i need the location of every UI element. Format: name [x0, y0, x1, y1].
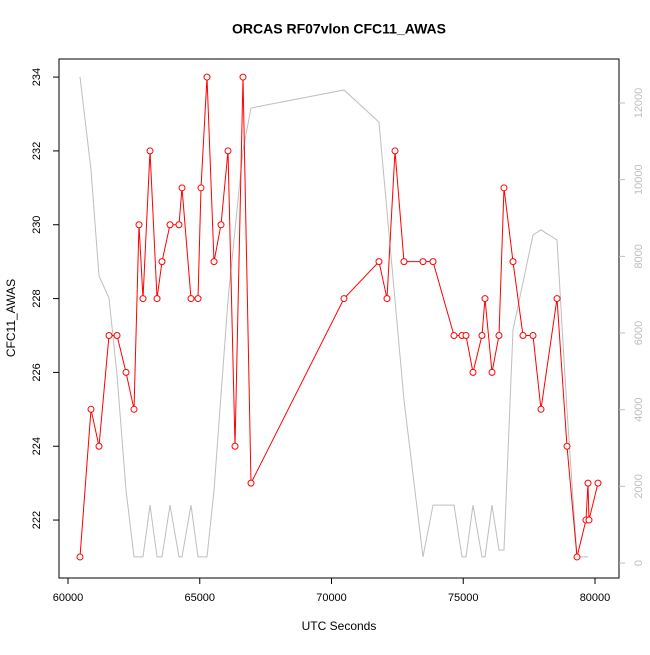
y2-tick-label: 8000 [633, 244, 645, 268]
point [210, 258, 218, 266]
y-tick-label: 226 [31, 363, 43, 381]
y-tick-label: 234 [31, 68, 43, 86]
point [400, 258, 408, 266]
point [563, 442, 571, 450]
point [95, 442, 103, 450]
point [469, 368, 477, 376]
point [519, 331, 527, 339]
x-tick-label: 60000 [53, 592, 84, 604]
point [187, 295, 195, 303]
point [113, 331, 121, 339]
point [231, 442, 239, 450]
point [340, 295, 348, 303]
y2-tick-label: 2000 [633, 474, 645, 498]
point [76, 553, 84, 561]
point [178, 184, 186, 192]
y-tick-label: 228 [31, 289, 43, 307]
point [158, 258, 166, 266]
point [139, 295, 147, 303]
point [239, 73, 247, 81]
point [573, 553, 581, 561]
point [194, 295, 202, 303]
y-tick-label: 232 [31, 142, 43, 160]
y2-tick-label: 12000 [633, 88, 645, 119]
point [375, 258, 383, 266]
point [594, 479, 602, 487]
point [197, 184, 205, 192]
point [130, 405, 138, 413]
series-line [79, 76, 588, 558]
point [429, 258, 437, 266]
y-tick-label: 224 [31, 437, 43, 455]
chart-title: ORCAS RF07vlon CFC11_AWAS [232, 21, 446, 37]
point [481, 295, 489, 303]
point [203, 73, 211, 81]
series-line [79, 77, 599, 558]
point [153, 295, 161, 303]
point [537, 405, 545, 413]
point [478, 331, 486, 339]
y-axis-label: CFC11_AWAS [4, 279, 18, 357]
point [135, 221, 143, 229]
point [247, 479, 255, 487]
point [419, 258, 427, 266]
point [488, 368, 496, 376]
point [122, 368, 130, 376]
y2-tick-label: 10000 [633, 164, 645, 195]
y2-tick-label: 0 [633, 560, 645, 566]
point [175, 221, 183, 229]
plot-frame [58, 58, 620, 579]
point [509, 258, 517, 266]
x-tick-label: 70000 [316, 592, 347, 604]
point [166, 221, 174, 229]
point [217, 221, 225, 229]
point [500, 184, 508, 192]
y-tick-label: 230 [31, 216, 43, 234]
point [383, 295, 391, 303]
point [495, 331, 503, 339]
point [529, 331, 537, 339]
x-tick-label: 80000 [580, 592, 611, 604]
point [105, 331, 113, 339]
y2-tick-label: 6000 [633, 321, 645, 345]
point [553, 295, 561, 303]
point [146, 147, 154, 155]
x-axis-label: UTC Seconds [302, 619, 377, 633]
x-tick-label: 65000 [184, 592, 215, 604]
point [585, 516, 593, 524]
point [462, 331, 470, 339]
x-tick-label: 75000 [448, 592, 479, 604]
point [450, 331, 458, 339]
y-tick-label: 222 [31, 511, 43, 529]
point [224, 147, 232, 155]
y2-tick-label: 4000 [633, 397, 645, 421]
point [87, 405, 95, 413]
point [584, 479, 592, 487]
point [391, 147, 399, 155]
